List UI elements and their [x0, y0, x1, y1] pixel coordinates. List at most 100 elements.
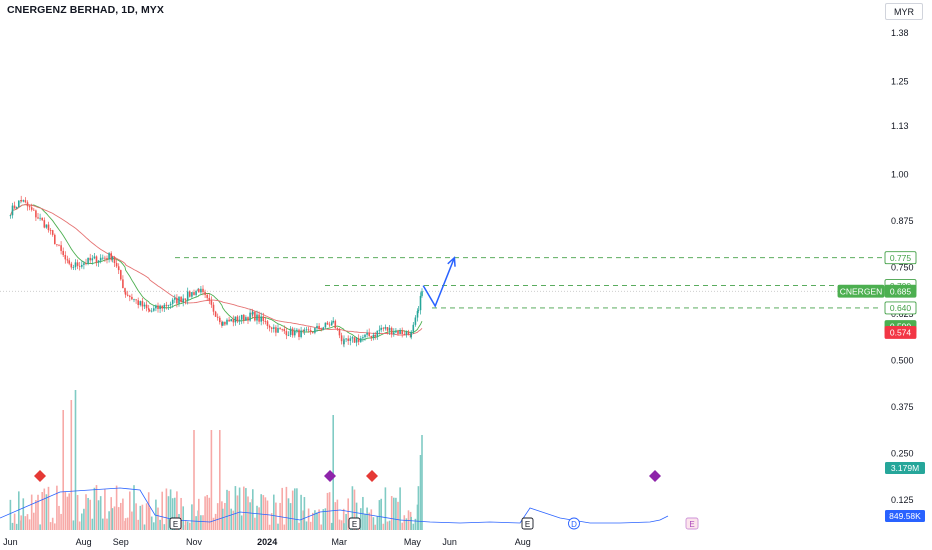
volume-bar	[281, 487, 283, 530]
volume-bar	[39, 524, 41, 530]
candle-body	[72, 267, 75, 268]
candle-body	[403, 333, 406, 335]
signal-diamond-icon	[649, 470, 661, 482]
volume-bar	[300, 494, 302, 530]
candle-body	[157, 305, 159, 310]
volume-bar	[35, 500, 37, 530]
price-badge-label: CNERGEN	[840, 286, 883, 296]
volume-bar	[129, 491, 131, 530]
volume-bar	[294, 488, 296, 530]
volume-bar	[54, 523, 56, 530]
volume-bar	[153, 522, 155, 530]
candle-body	[62, 250, 64, 256]
price-badge	[884, 326, 917, 339]
volume-bar	[106, 518, 108, 530]
dividend-marker-icon	[568, 517, 580, 530]
volume-bar	[336, 499, 339, 530]
volume-bar	[291, 490, 294, 530]
volume-bar	[214, 513, 217, 530]
candle-body	[178, 296, 180, 304]
volume-bar	[388, 520, 391, 530]
volume-bar	[384, 487, 387, 530]
volume-bar	[176, 491, 178, 530]
candle-body	[370, 335, 373, 338]
candle-body	[176, 298, 178, 304]
candle-body	[9, 215, 12, 217]
volume-bar	[131, 511, 133, 530]
candle-body	[305, 329, 308, 331]
volume-bar	[216, 503, 219, 530]
volume-bar	[303, 497, 306, 530]
candle-body	[35, 210, 37, 218]
candle-body	[320, 329, 322, 330]
volume-bar	[43, 488, 46, 530]
candle-body	[240, 314, 243, 320]
candle-body	[186, 291, 189, 301]
dividend-marker-label: D	[571, 520, 577, 529]
candle-body	[81, 264, 83, 267]
volume-badge-label: 849.58K	[889, 511, 921, 521]
candle-body	[330, 322, 333, 326]
candle-body	[332, 320, 334, 323]
volume-bar	[124, 518, 127, 530]
candle-body	[43, 220, 46, 228]
volume-bar	[399, 487, 401, 530]
volume-bar	[95, 485, 98, 530]
candle-body	[386, 327, 389, 331]
volume-bar	[133, 485, 135, 530]
candle-body	[334, 320, 337, 329]
candle-body	[191, 292, 193, 297]
volume-bar	[145, 503, 148, 530]
volume-bar	[256, 505, 258, 530]
time-tick-label: Aug	[515, 537, 531, 547]
volume-bar	[137, 519, 139, 530]
volume-bar	[245, 488, 247, 530]
signal-diamond-icon	[34, 470, 46, 482]
candle-body	[117, 266, 120, 271]
volume-bar	[340, 520, 343, 530]
volume-bar	[120, 502, 122, 530]
candle-body	[302, 330, 304, 332]
candle-body	[222, 321, 224, 326]
candle-body	[180, 296, 182, 303]
volume-bar	[163, 524, 166, 530]
candle-body	[70, 263, 73, 268]
volume-bar	[355, 502, 358, 530]
candle-body	[252, 311, 254, 315]
candle-body	[28, 206, 31, 208]
volume-bar	[139, 505, 142, 530]
candle-body	[66, 259, 69, 261]
candle-body	[318, 325, 320, 330]
candle-body	[345, 338, 347, 340]
price-tick-label: 0.375	[891, 402, 914, 412]
candle-body	[340, 335, 343, 342]
earnings-marker-label: E	[173, 520, 178, 529]
volume-bar	[15, 523, 18, 530]
volume-bar	[41, 491, 43, 530]
candle-body	[243, 314, 245, 321]
volume-bar	[417, 486, 420, 530]
volume-bar	[115, 485, 118, 530]
candle-body	[360, 338, 362, 342]
candle-body	[214, 311, 217, 317]
candle-body	[159, 305, 161, 310]
volume-bar	[26, 514, 29, 530]
volume-bar	[198, 498, 200, 530]
candle-body	[393, 332, 395, 335]
volume-bar	[376, 516, 379, 530]
candle-body	[206, 294, 208, 298]
candle-body	[312, 332, 314, 333]
volume-bar	[13, 513, 16, 530]
candle-body	[143, 304, 146, 307]
candle-body	[307, 329, 310, 331]
currency-button[interactable]: MYR	[885, 3, 923, 20]
candle-body	[262, 316, 265, 322]
candle-body	[129, 295, 131, 297]
volume-bar	[252, 489, 254, 530]
volume-bar	[351, 486, 354, 530]
volume-bar	[382, 523, 385, 530]
volume-bar	[324, 508, 327, 530]
volume-bar	[378, 500, 381, 530]
candle-body	[228, 319, 230, 322]
